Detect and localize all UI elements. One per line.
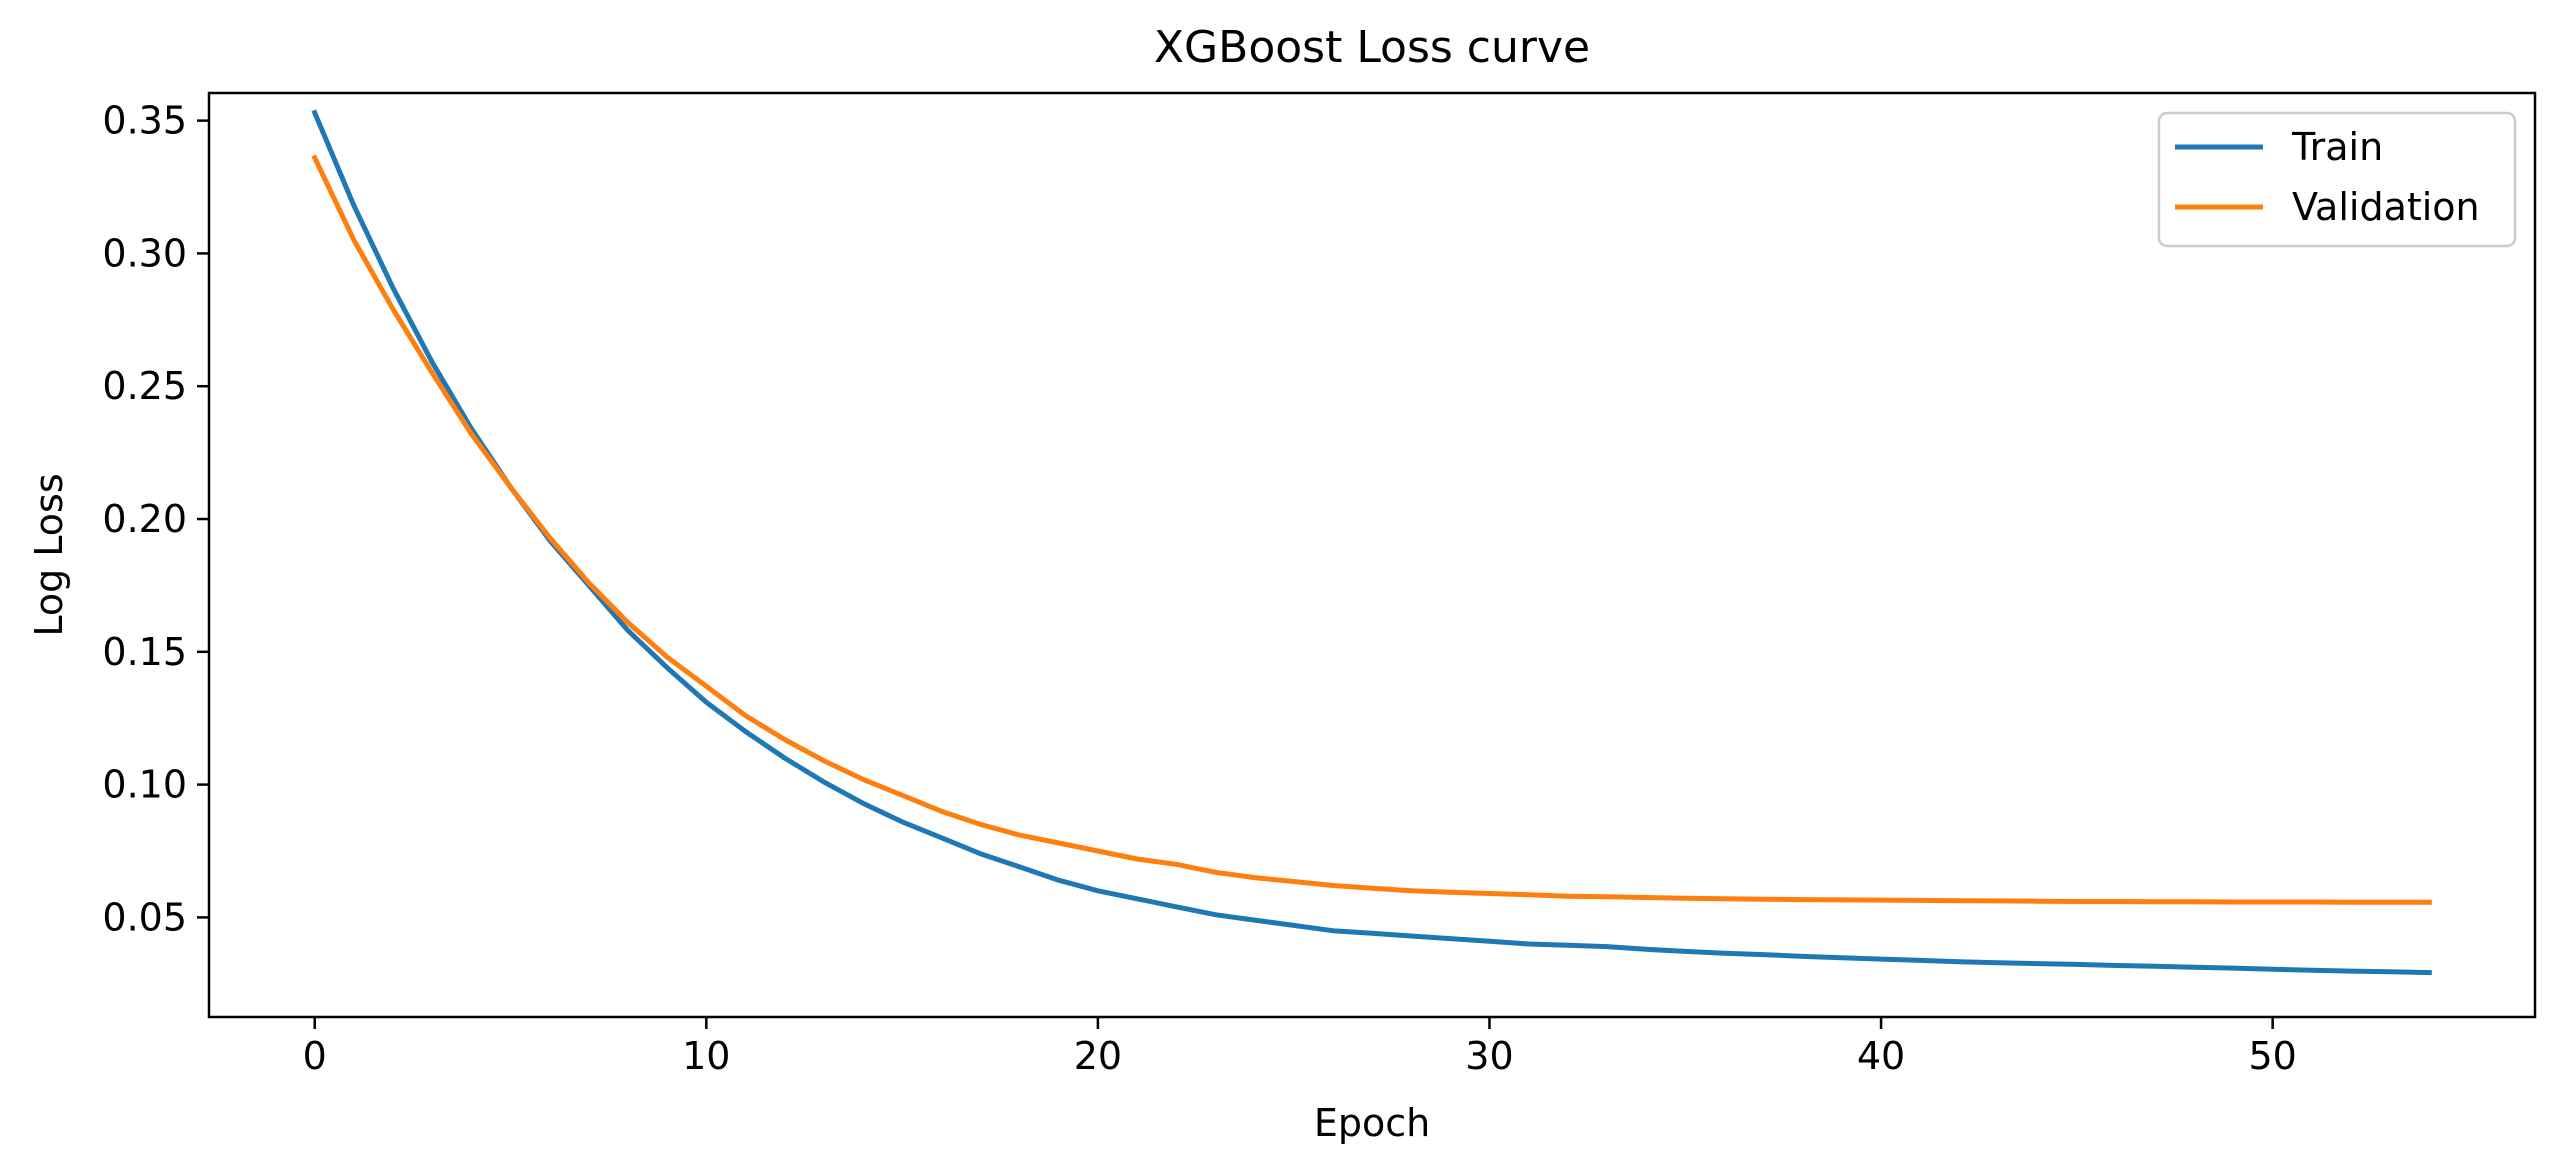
x-axis-ticks: 0 10 20 30 40 50: [303, 1017, 2297, 1078]
x-tick-label: 50: [2248, 1034, 2296, 1078]
y-tick-label: 0.05: [102, 895, 187, 939]
legend-label-train: Train: [2291, 125, 2383, 169]
x-axis-label: Epoch: [1314, 1101, 1430, 1145]
x-tick-label: 30: [1465, 1034, 1513, 1078]
x-tick-label: 20: [1074, 1034, 1122, 1078]
y-axis-label: Log Loss: [27, 473, 71, 636]
y-tick-label: 0.20: [102, 497, 187, 541]
legend: Train Validation: [2157, 111, 2517, 248]
series-line-validation: [311, 154, 2432, 905]
y-tick-label: 0.10: [102, 763, 187, 807]
y-tick-label: 0.15: [102, 630, 187, 674]
y-tick-label: 0.30: [102, 231, 187, 275]
legend-label-validation: Validation: [2292, 185, 2480, 229]
series-layer: [311, 109, 2432, 976]
x-tick-label: 10: [682, 1034, 730, 1078]
y-tick-label: 0.35: [102, 99, 187, 143]
plot-frame: [207, 91, 2537, 1019]
x-tick-label: 0: [303, 1034, 327, 1078]
y-axis-ticks: 0.05 0.10 0.15 0.20 0.25 0.30 0.35: [102, 99, 209, 939]
chart-title: XGBoost Loss curve: [1154, 22, 1590, 73]
y-tick-label: 0.25: [102, 364, 187, 408]
series-line-train: [311, 109, 2432, 976]
x-tick-label: 40: [1857, 1034, 1905, 1078]
